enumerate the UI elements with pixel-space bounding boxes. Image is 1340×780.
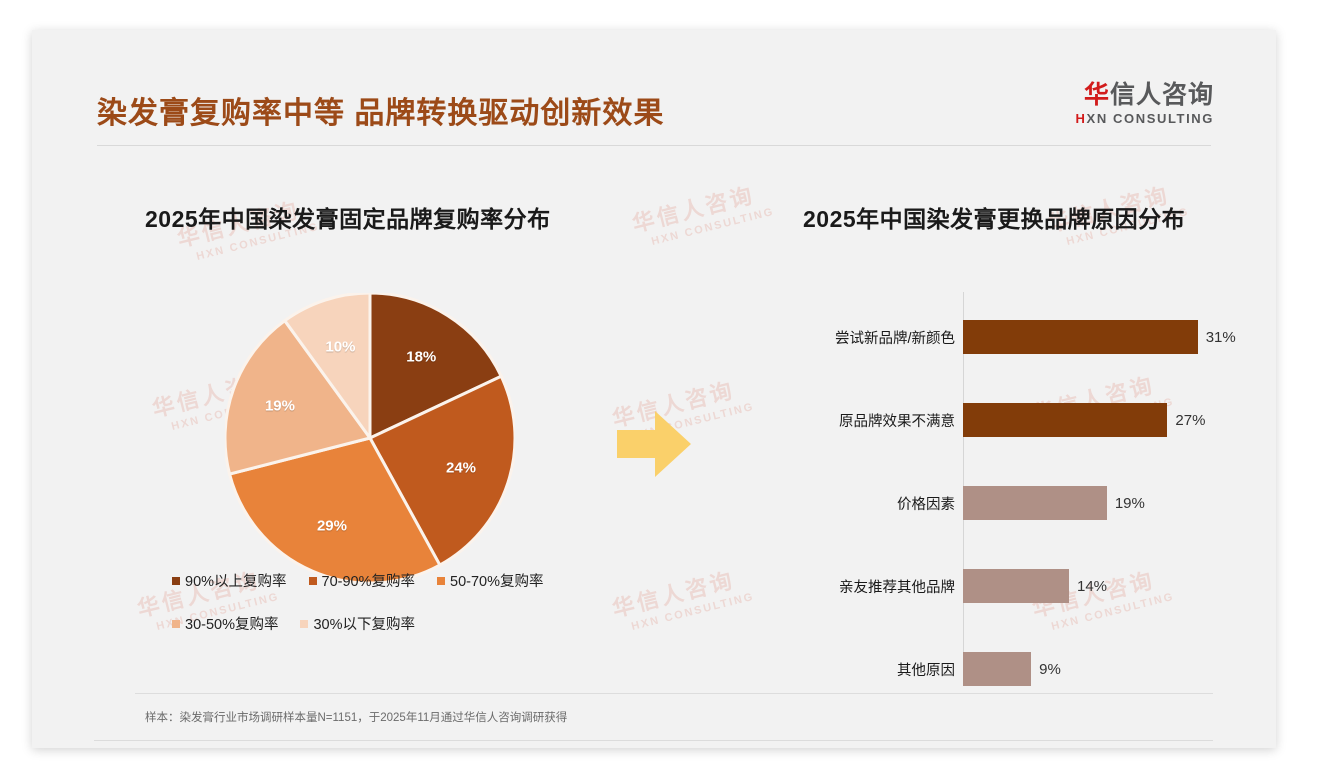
bar-value-label: 19% (1114, 494, 1145, 512)
bar-category-label: 价格因素 (897, 496, 955, 513)
pie-slice (368, 293, 504, 441)
bar-value-label: 9% (1039, 660, 1061, 678)
logo-english-rest: XN CONSULTING (1086, 111, 1214, 127)
bar-row: 其他原因 9% (803, 652, 1253, 686)
right-arrow-icon (617, 408, 692, 480)
bar-fill (963, 652, 1032, 686)
logo-chinese: 华信人咨询 (1076, 82, 1214, 108)
pie-legend-item[interactable]: 50-70%复购率 (437, 570, 544, 591)
watermark-cn: 华信人咨询 (609, 567, 738, 622)
logo-english: HXN CONSULTING (1076, 111, 1214, 126)
source-note: 样本：染发膏行业市场调研样本量N=1151，于2025年11月通过华信人咨询调研… (145, 712, 568, 724)
logo-chinese-rest: 信人咨询 (1109, 81, 1214, 109)
legend-swatch (308, 576, 317, 585)
bar-category-label: 亲友推荐其他品牌 (839, 579, 955, 596)
page-title: 染发膏复购率中等 品牌转换驱动创新效果 (97, 97, 665, 130)
legend-label: 90%以上复购率 (185, 574, 287, 590)
source-divider (135, 693, 1213, 694)
legend-label: 70-90%复购率 (321, 574, 416, 590)
bar-chart: 尝试新品牌/新颜色 31% 原品牌效果不满意 27% 价格因素 19% 亲友推荐其他品牌 14… (803, 292, 1253, 686)
bar-category-label: 其他原因 (897, 662, 955, 679)
bar-category-label: 尝试新品牌/新颜色 (834, 330, 955, 347)
slide-canvas: 华信人咨询 HXN CONSULTING 华信人咨询 HXN CONSULTING 华信… (32, 30, 1276, 748)
logo-chinese-accent: 华 (1083, 81, 1110, 109)
bar-category-label: 原品牌效果不满意 (839, 413, 955, 430)
pie-slice-label: 19% (264, 397, 295, 415)
pie-slice (367, 374, 515, 568)
bar-fill (963, 320, 1198, 354)
bar-fill (963, 486, 1107, 520)
pie-legend-item[interactable]: 30%以下复购率 (300, 613, 415, 634)
company-logo: 华信人咨询 HXN CONSULTING (1076, 82, 1214, 126)
pie-slice-label: 18% (406, 348, 437, 366)
pie-slices (225, 293, 515, 583)
header-divider (97, 145, 1211, 146)
bar-value-label: 31% (1205, 328, 1236, 346)
bar-fill (963, 403, 1168, 437)
bar-value-label: 14% (1077, 577, 1108, 595)
watermark-cn: 华信人咨询 (629, 182, 758, 237)
bar-fill (963, 569, 1069, 603)
watermark-en: HXN CONSULTING (630, 590, 756, 633)
bar-value-label: 27% (1175, 411, 1206, 429)
footer-divider (94, 740, 1213, 741)
pie-slice (282, 293, 372, 443)
pie-slice-label: 24% (446, 459, 477, 477)
pie-legend-item[interactable]: 30-50%复购率 (172, 613, 278, 634)
pie-slice (227, 436, 442, 583)
pie-chart: 18% 24% 29% 19% 10% (225, 293, 515, 583)
watermark-en: HXN CONSULTING (650, 205, 776, 248)
legend-label: 30-50%复购率 (185, 617, 279, 633)
bar-row: 尝试新品牌/新颜色 31% (803, 320, 1253, 354)
pie-legend: 90%以上复购率 70-90%复购率 50-70%复购率 30-50%复购率 30%以下… (172, 570, 602, 656)
left-chart-title: 2025年中国染发膏固定品牌复购率分布 (145, 206, 551, 232)
bar-row: 原品牌效果不满意 27% (803, 403, 1253, 437)
right-chart-title: 2025年中国染发膏更换品牌原因分布 (803, 206, 1186, 232)
pie-legend-row: 90%以上复购率 70-90%复购率 50-70%复购率 (172, 570, 602, 591)
pie-slice (225, 318, 373, 476)
pie-slice-label: 10% (325, 338, 356, 356)
pie-legend-item[interactable]: 90%以上复购率 (172, 570, 287, 591)
legend-swatch (172, 619, 180, 628)
pie-slice-label: 29% (316, 517, 347, 535)
legend-label: 50-70%复购率 (450, 574, 544, 590)
pie-legend-row: 30-50%复购率 30%以下复购率 (172, 613, 602, 634)
legend-swatch (172, 576, 180, 585)
legend-label: 30%以下复购率 (313, 617, 416, 633)
legend-swatch (437, 576, 446, 585)
legend-swatch (300, 619, 309, 628)
bar-row: 亲友推荐其他品牌 14% (803, 569, 1253, 603)
bar-row: 价格因素 19% (803, 486, 1253, 520)
logo-english-accent: H (1075, 111, 1087, 127)
pie-legend-item[interactable]: 70-90%复购率 (308, 570, 416, 591)
